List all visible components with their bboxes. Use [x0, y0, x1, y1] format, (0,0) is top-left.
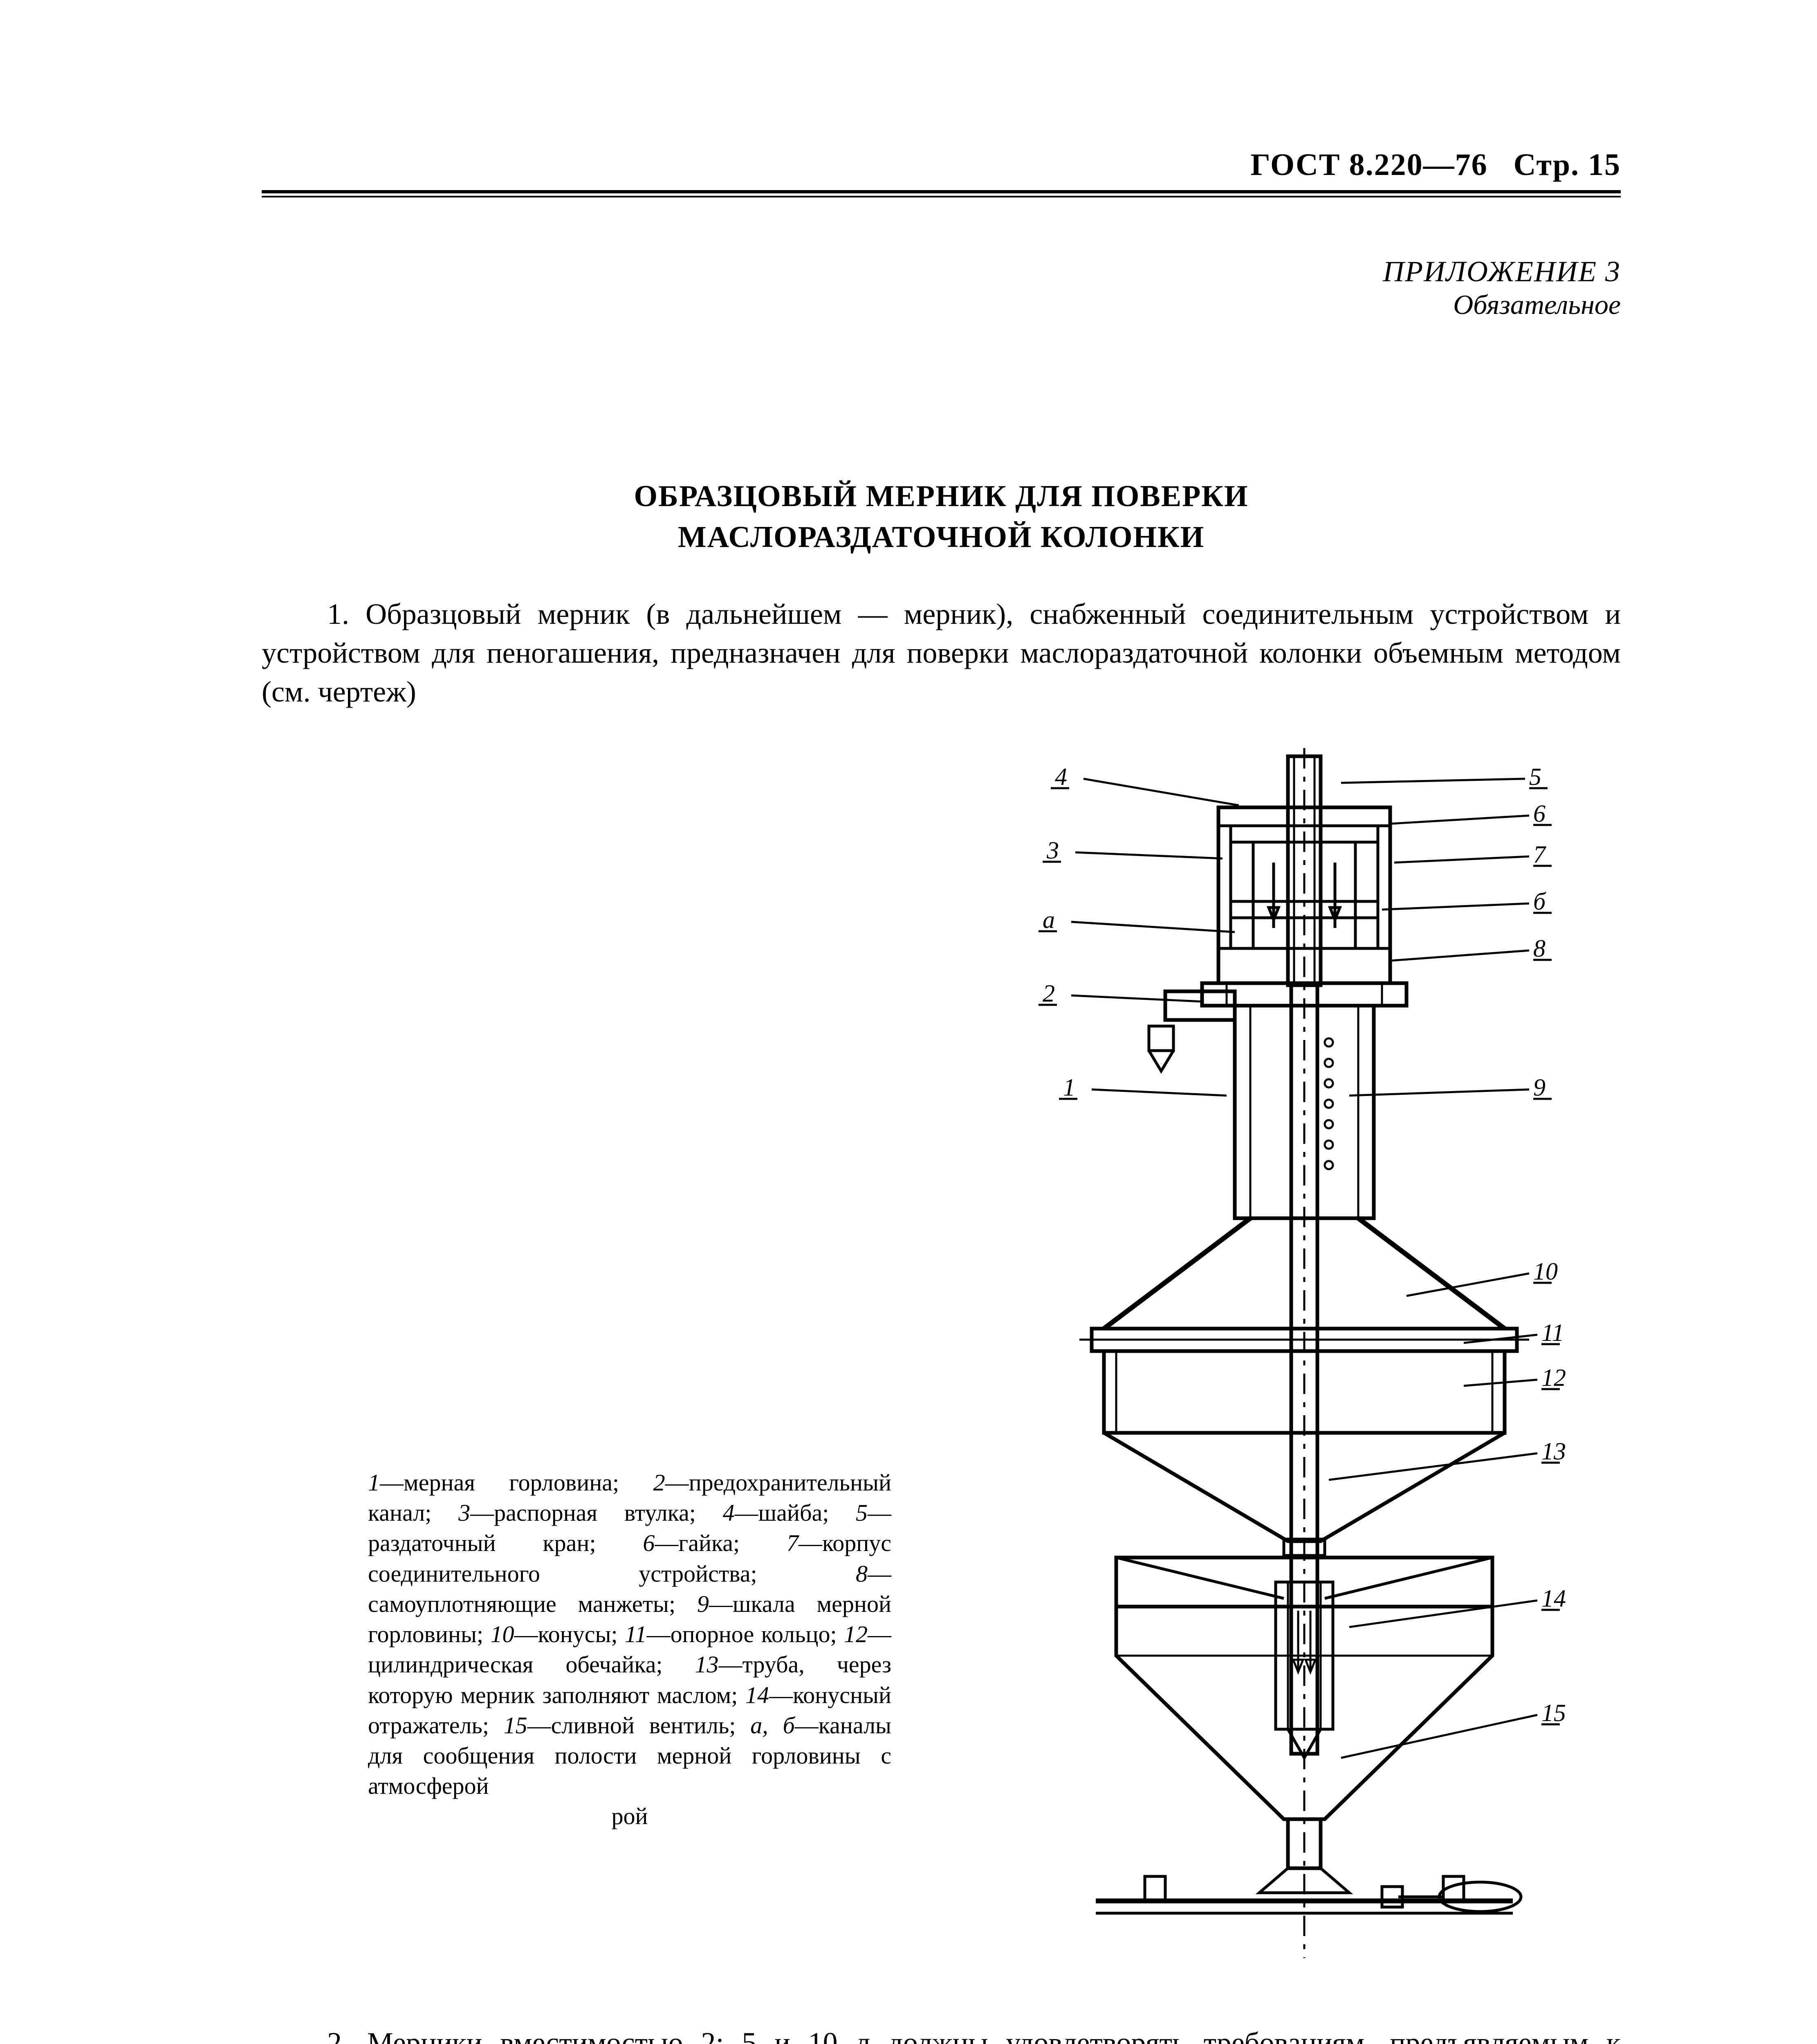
- legend-num-3: 3: [458, 1499, 470, 1526]
- legend-num-11: 11: [625, 1621, 647, 1647]
- legend-txt-15: —сливной вентиль;: [527, 1712, 751, 1739]
- header-rule-thin: [262, 196, 1621, 197]
- legend-num-10: 10: [490, 1621, 514, 1647]
- figure-area: 1—мерная горловина; 2—предохранительный …: [262, 740, 1621, 1987]
- svg-text:б: б: [1533, 888, 1546, 915]
- title-line-2: МАСЛОРАЗДАТОЧНОЙ КОЛОНКИ: [262, 517, 1621, 558]
- legend-num-1: 1: [368, 1469, 380, 1496]
- legend-txt-11: —опорное кольцо;: [647, 1621, 844, 1647]
- legend-txt-4: —шайба;: [735, 1499, 856, 1526]
- svg-text:9: 9: [1533, 1074, 1546, 1101]
- legend-num-7: 7: [787, 1530, 799, 1556]
- paragraph-2: 2. Мерники вместимостью 2; 5 и 10 л долж…: [262, 2024, 1621, 2044]
- svg-text:8: 8: [1533, 935, 1546, 962]
- svg-text:1: 1: [1063, 1074, 1075, 1101]
- appendix-subtitle: Обязательное: [262, 289, 1621, 321]
- legend-txt-3: —распорная втулка;: [470, 1499, 722, 1526]
- standard-code: ГОСТ 8.220—76 Стр. 15: [1250, 148, 1621, 182]
- paragraph-1: 1. Образцовый мерник (в дальнейшем — мер…: [262, 595, 1621, 711]
- legend-last-line: рой: [368, 1801, 891, 1831]
- svg-text:12: 12: [1541, 1364, 1566, 1391]
- legend-txt-6: —гайка;: [655, 1530, 787, 1556]
- legend-num-8: 8: [856, 1560, 868, 1587]
- appendix-block: ПРИЛОЖЕНИЕ 3 Обязательное: [262, 255, 1621, 321]
- legend-num-12: 12: [844, 1621, 868, 1647]
- figure-legend: 1—мерная горловина; 2—предохранительный …: [368, 1468, 891, 1832]
- legend-num-14: 14: [745, 1682, 769, 1708]
- appendix-title: ПРИЛОЖЕНИЕ 3: [262, 255, 1621, 289]
- page-header: ГОСТ 8.220—76 Стр. 15: [262, 147, 1621, 197]
- svg-text:7: 7: [1533, 841, 1547, 868]
- legend-num-6: 6: [643, 1530, 655, 1556]
- svg-text:11: 11: [1541, 1319, 1564, 1346]
- svg-text:13: 13: [1541, 1438, 1566, 1465]
- legend-num-15: 15: [504, 1712, 527, 1739]
- svg-text:10: 10: [1533, 1258, 1558, 1285]
- legend-num-13: 13: [695, 1651, 719, 1678]
- svg-text:6: 6: [1533, 800, 1546, 827]
- page: ГОСТ 8.220—76 Стр. 15 ПРИЛОЖЕНИЕ 3 Обяза…: [0, 0, 1817, 2044]
- svg-text:15: 15: [1541, 1699, 1566, 1726]
- legend-txt-10: —конусы;: [514, 1621, 625, 1647]
- legend-num-2: 2: [653, 1469, 665, 1496]
- svg-text:5: 5: [1529, 763, 1541, 790]
- svg-text:2: 2: [1043, 980, 1055, 1007]
- legend-num-4: 4: [723, 1499, 735, 1526]
- svg-text:3: 3: [1046, 837, 1059, 864]
- svg-text:а: а: [1043, 906, 1055, 933]
- header-rule: [262, 190, 1621, 193]
- svg-text:4: 4: [1055, 763, 1067, 790]
- legend-txt-1: —мерная горловина;: [380, 1469, 653, 1496]
- legend-text: 1—мерная горловина; 2—предохранительный …: [368, 1469, 891, 1799]
- technical-drawing: 43а21567б89101112131415: [973, 740, 1627, 1983]
- legend-num-9: 9: [697, 1591, 709, 1617]
- legend-num-5: 5: [856, 1499, 868, 1526]
- standard-number: ГОСТ 8.220—76: [1250, 148, 1487, 182]
- section-title: ОБРАЗЦОВЫЙ МЕРНИК ДЛЯ ПОВЕРКИ МАСЛОРАЗДА…: [262, 476, 1621, 558]
- page-number: Стр. 15: [1514, 148, 1621, 182]
- title-line-1: ОБРАЗЦОВЫЙ МЕРНИК ДЛЯ ПОВЕРКИ: [262, 476, 1621, 517]
- legend-num-ab: а, б: [750, 1712, 794, 1739]
- svg-text:14: 14: [1541, 1585, 1566, 1612]
